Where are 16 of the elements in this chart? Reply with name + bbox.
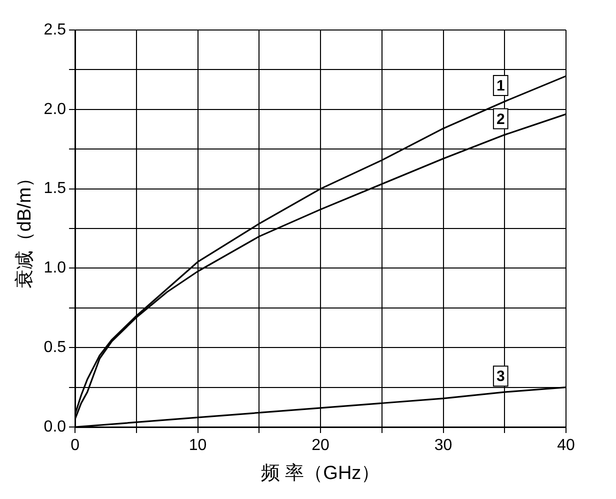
x-tick-label: 40	[557, 437, 575, 454]
x-tick-label: 10	[188, 437, 207, 454]
x-tick-label: 30	[434, 437, 452, 454]
y-tick-label: 0.5	[44, 339, 66, 356]
y-tick-label: 2.5	[44, 21, 66, 38]
y-tick-label: 1.0	[44, 260, 66, 277]
y-tick-label: 0.0	[44, 418, 66, 436]
legend-label: 2	[496, 110, 505, 128]
y-tick-label: 2.0	[44, 100, 66, 118]
x-axis-title: 频 率（GHz）	[260, 462, 380, 484]
x-tick-label: 20	[312, 437, 330, 454]
series-label: 3	[496, 368, 505, 386]
series-label: 1	[496, 78, 505, 95]
x-tick-label: 0	[70, 437, 80, 454]
y-axis-title: 衰减（dB/m）	[14, 168, 36, 289]
y-tick-label: 1.5	[44, 180, 66, 198]
